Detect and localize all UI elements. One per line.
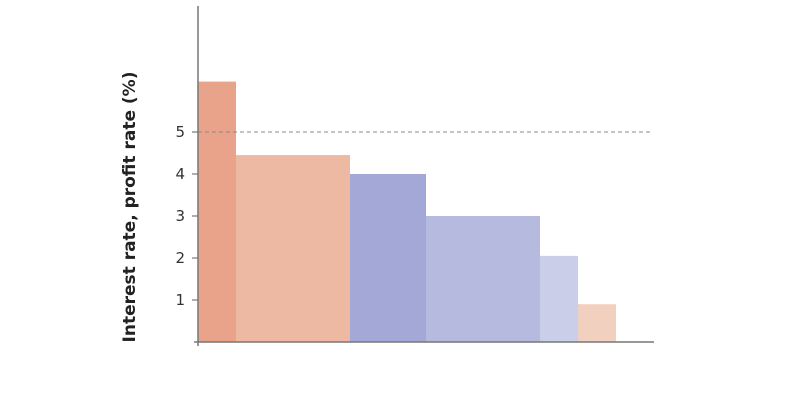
bar-6: [578, 304, 616, 342]
y-tick-label: 5: [175, 123, 185, 141]
y-tick-label: 4: [175, 165, 185, 183]
bar-3: [350, 174, 426, 342]
bar-1: [198, 81, 236, 342]
y-ticks: 1 2 3 4 5: [175, 123, 198, 309]
bar-2: [236, 155, 350, 342]
bars: [198, 81, 616, 342]
y-tick-label: 2: [175, 249, 185, 267]
y-axis-label: Interest rate, profit rate (%): [120, 72, 140, 343]
y-tick-label: 3: [175, 207, 185, 225]
bar-5: [540, 255, 578, 342]
y-tick-label: 1: [175, 291, 185, 309]
bar-4: [426, 216, 540, 342]
